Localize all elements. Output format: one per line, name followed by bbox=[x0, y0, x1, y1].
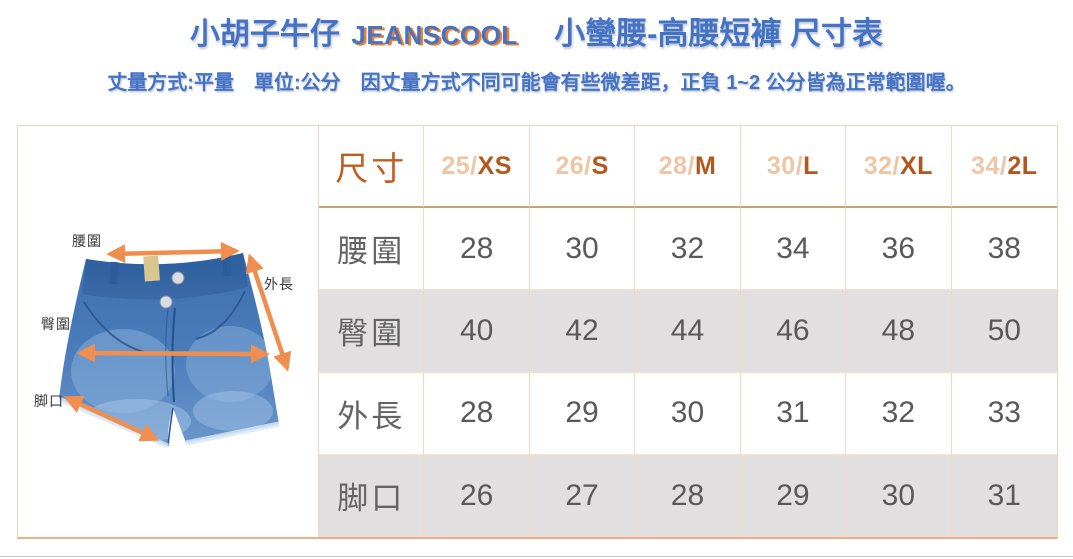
size-value-cell: 28 bbox=[424, 372, 530, 455]
size-value-cell: 44 bbox=[635, 290, 741, 373]
size-chart-board: 腰圍 外長 臀圍 脚口 尺寸 25/XS 26/S 28/M 30/L 32/XL 34/2… bbox=[17, 125, 1058, 539]
right-pocket-seam bbox=[195, 290, 246, 340]
belt-loop bbox=[109, 261, 119, 285]
size-value-cell: 31 bbox=[951, 454, 1057, 537]
size-value-cell: 40 bbox=[424, 290, 530, 373]
measure-label-cell: 腰圍 bbox=[319, 208, 425, 291]
size-value-cell: 34 bbox=[740, 208, 847, 291]
size-header-cell: 25/XS bbox=[424, 126, 530, 208]
right-hem bbox=[185, 421, 280, 446]
size-code: 2L bbox=[1007, 151, 1038, 180]
measure-label-cell: 外長 bbox=[319, 372, 425, 455]
size-header-cell: 28/M bbox=[635, 126, 741, 208]
screenshot-bottom-edge bbox=[0, 556, 1073, 557]
size-value-cell: 46 bbox=[740, 290, 847, 373]
size-value-cell: 27 bbox=[529, 454, 636, 537]
size-code: M bbox=[694, 151, 717, 180]
brand-logo-text: JEANSCOOL bbox=[351, 20, 518, 50]
size-code: XL bbox=[900, 151, 933, 180]
size-code: L bbox=[803, 151, 819, 180]
size-value-cell: 29 bbox=[740, 454, 847, 537]
hem-arrow bbox=[63, 395, 160, 442]
denim-shorts-illustration bbox=[58, 253, 280, 449]
size-number: 25/ bbox=[441, 151, 478, 180]
size-value-cell: 38 bbox=[951, 208, 1057, 291]
size-value-cell: 26 bbox=[424, 454, 530, 537]
size-header-label-cell: 尺寸 bbox=[319, 126, 425, 208]
diagram-hip-label: 臀圍 bbox=[41, 317, 71, 333]
size-value-cell: 30 bbox=[846, 454, 952, 537]
size-value-cell: 28 bbox=[635, 454, 741, 537]
size-value-cell: 31 bbox=[740, 372, 847, 455]
measure-label-cell: 脚口 bbox=[319, 454, 425, 537]
size-header-cell: 32/XL bbox=[846, 126, 952, 208]
belt-loop bbox=[222, 253, 232, 277]
lower-button bbox=[159, 295, 173, 309]
product-title: 小蠻腰-高腰短褲 尺寸表 bbox=[554, 16, 884, 51]
measurement-diagram-panel: 腰圍 外長 臀圍 脚口 bbox=[18, 126, 319, 537]
size-value-cell: 36 bbox=[846, 208, 952, 291]
diagram-outseam-label: 外長 bbox=[264, 277, 294, 293]
hip-arrow bbox=[76, 343, 270, 364]
waist-arrow bbox=[106, 241, 240, 264]
size-value-cell: 30 bbox=[529, 208, 636, 291]
size-value-cell: 48 bbox=[846, 290, 952, 373]
outseam-arrow bbox=[245, 253, 292, 372]
size-code: S bbox=[591, 151, 609, 180]
size-number: 34/ bbox=[971, 151, 1008, 180]
brand-name: 小胡子牛仔 bbox=[189, 18, 340, 51]
diagram-waist-label: 腰圍 bbox=[72, 234, 102, 250]
measurement-arrows bbox=[63, 241, 292, 442]
diagram-hem-label: 脚口 bbox=[34, 394, 64, 410]
size-value-cell: 28 bbox=[424, 208, 530, 291]
measurement-note: 丈量方式:平量 單位:公分 因丈量方式不同可能會有些微差距，正負 1~2 公分皆… bbox=[107, 72, 966, 94]
size-value-cell: 42 bbox=[529, 290, 636, 373]
size-value-cell: 50 bbox=[951, 290, 1057, 373]
denim-shorts-diagram bbox=[58, 241, 292, 449]
size-number: 32/ bbox=[863, 151, 900, 180]
size-number: 28/ bbox=[658, 151, 695, 180]
size-value-cell: 30 bbox=[635, 372, 741, 455]
size-value-cell: 33 bbox=[951, 372, 1057, 455]
size-value-cell: 29 bbox=[529, 372, 636, 455]
size-header-cell: 26/S bbox=[529, 126, 636, 208]
size-value-cell: 32 bbox=[635, 208, 741, 291]
size-header-cell: 30/L bbox=[740, 126, 847, 208]
size-value-cell: 32 bbox=[846, 372, 952, 455]
size-number: 26/ bbox=[555, 151, 592, 180]
measure-label-cell: 臀圍 bbox=[319, 290, 425, 373]
size-code: XS bbox=[477, 151, 512, 180]
size-header-cell: 34/2L bbox=[951, 126, 1057, 208]
size-number: 30/ bbox=[766, 151, 804, 180]
size-table-grid: 尺寸 25/XS 26/S 28/M 30/L 32/XL 34/2L 腰圍 28 30 32 34 3… bbox=[319, 126, 1057, 537]
waist-tag bbox=[143, 255, 160, 282]
top-button bbox=[171, 271, 185, 285]
page-title: 小胡子牛仔 JEANSCOOL 小蠻腰-高腰短褲 尺寸表 bbox=[0, 8, 1073, 53]
